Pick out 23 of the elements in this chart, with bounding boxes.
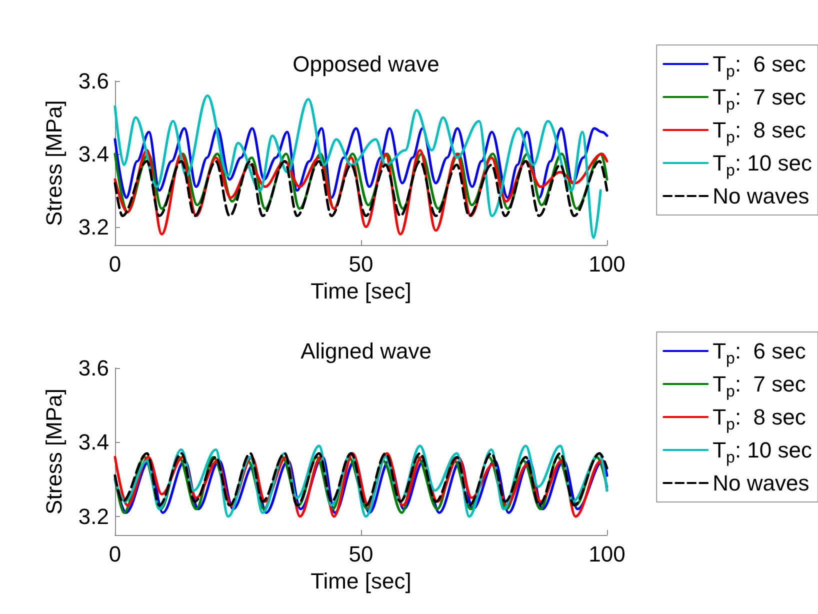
y-tick-label: 3.2 [78,504,109,529]
x-axis-title: Time [sec] [310,568,412,594]
y-axis-title: Stress [MPa] [42,388,66,514]
y-tick-label: 3.6 [78,68,109,94]
legend-label: No waves [712,470,810,496]
x-tick-label: 0 [108,252,122,277]
chart-title: Aligned wave [300,338,432,364]
y-axis-title: Stress [MPa] [42,100,66,226]
x-tick-label: 50 [348,542,374,566]
y-tick-label: 3.2 [78,214,109,240]
y-tick-label: 3.4 [78,141,109,166]
y-tick-label: 3.6 [78,356,109,380]
chart-title: Opposed wave [292,52,440,76]
x-tick-label: 100 [588,252,626,277]
x-tick-label: 100 [588,542,626,566]
line-series [114,160,608,218]
x-tick-label: 0 [108,542,122,566]
line-series [114,94,602,240]
x-axis-title: Time [sec] [310,278,412,304]
line-series [114,452,608,507]
x-tick-label: 50 [348,252,374,277]
legend-label: No waves [712,184,810,208]
y-tick-label: 3.4 [78,430,109,455]
